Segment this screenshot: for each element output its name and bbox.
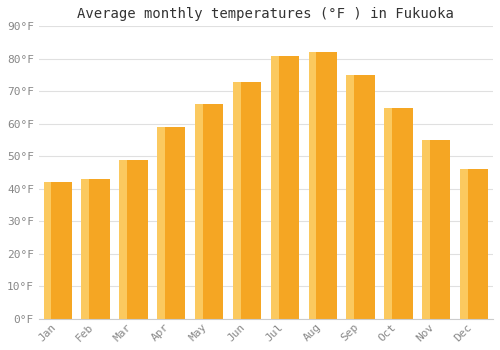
Bar xyxy=(460,169,488,319)
Bar xyxy=(270,56,299,319)
Bar xyxy=(346,75,354,319)
Bar xyxy=(308,52,316,319)
Bar xyxy=(119,160,127,319)
Bar xyxy=(422,140,450,319)
Bar xyxy=(195,104,224,319)
Bar xyxy=(82,179,90,319)
Bar xyxy=(195,104,203,319)
Bar xyxy=(233,82,261,319)
Bar xyxy=(308,52,337,319)
Title: Average monthly temperatures (°F ) in Fukuoka: Average monthly temperatures (°F ) in Fu… xyxy=(78,7,454,21)
Bar xyxy=(119,160,148,319)
Bar xyxy=(233,82,241,319)
Bar xyxy=(384,107,392,319)
Bar xyxy=(270,56,278,319)
Bar xyxy=(422,140,430,319)
Bar xyxy=(460,169,468,319)
Bar xyxy=(157,127,165,319)
Bar xyxy=(157,127,186,319)
Bar xyxy=(44,182,72,319)
Bar xyxy=(44,182,52,319)
Bar xyxy=(346,75,375,319)
Bar xyxy=(82,179,110,319)
Bar xyxy=(384,107,412,319)
